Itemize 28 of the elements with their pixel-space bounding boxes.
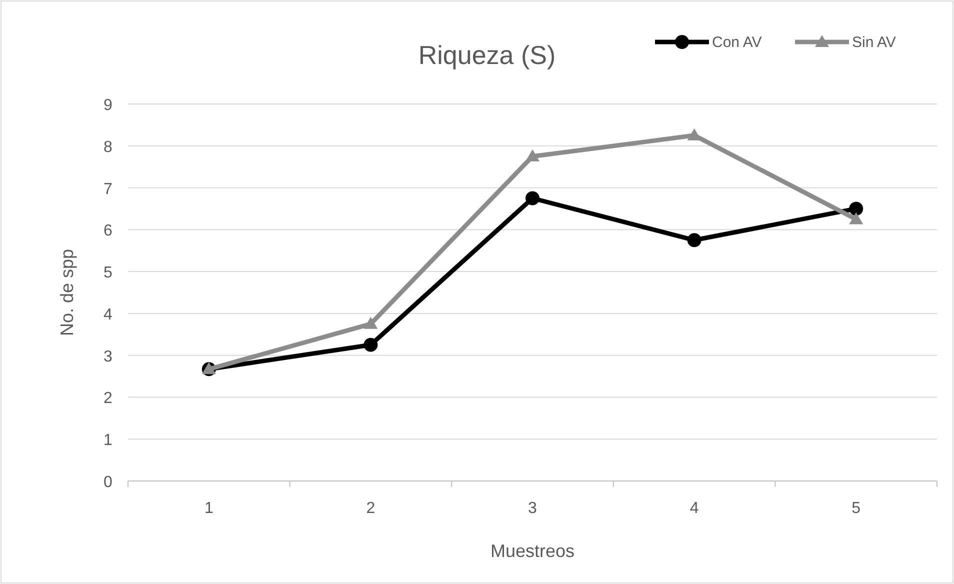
x-tick-label: 3 (528, 500, 538, 517)
y-tick-label: 3 (104, 348, 113, 366)
y-tick-label: 9 (104, 97, 113, 114)
point (849, 202, 864, 216)
x-axis-title: Muestreos (490, 541, 575, 561)
y-tick-label: 0 (104, 474, 113, 491)
point (687, 128, 702, 140)
x-tick-label: 4 (690, 500, 699, 517)
y-tick-label: 6 (104, 222, 113, 240)
point (849, 212, 864, 224)
point (687, 233, 702, 248)
x-tick-label: 1 (204, 500, 214, 517)
y-axis-title: No. de spp (57, 248, 77, 336)
point (364, 338, 378, 352)
x-tick-label: 2 (366, 500, 376, 517)
y-tick-label: 8 (104, 138, 113, 156)
legend-label: Sin AV (852, 34, 896, 51)
y-tick-label: 5 (104, 264, 113, 282)
legend-label: Con AV (712, 34, 762, 51)
y-tick-label: 1 (104, 432, 113, 450)
point (526, 149, 540, 162)
x-tick-label: 5 (852, 500, 861, 517)
point (364, 316, 378, 329)
chart-title: Riqueza (S) (418, 40, 556, 70)
point (526, 191, 540, 206)
y-tick-label: 2 (104, 390, 113, 408)
y-tick-label: 7 (104, 180, 113, 198)
y-tick-label: 4 (104, 306, 113, 324)
